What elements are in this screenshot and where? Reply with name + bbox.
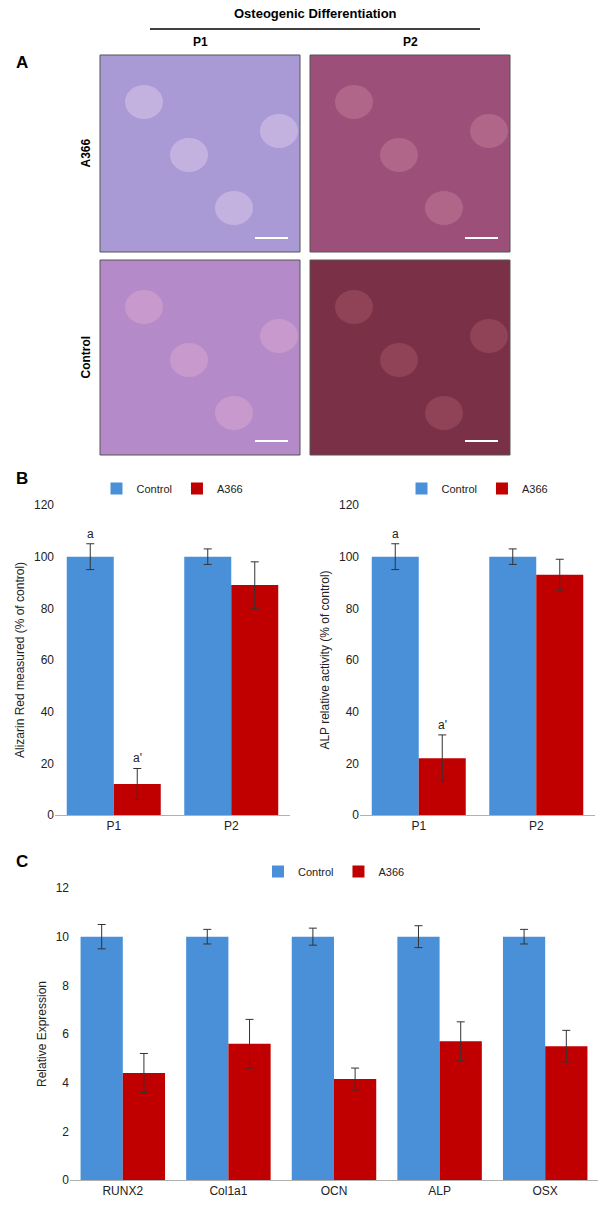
svg-text:P2: P2	[529, 819, 544, 833]
svg-text:Osteogenic Differentiation: Osteogenic Differentiation	[234, 6, 397, 21]
svg-text:20: 20	[41, 757, 55, 771]
svg-text:2: 2	[62, 1125, 69, 1139]
svg-text:40: 40	[41, 705, 55, 719]
svg-text:0: 0	[352, 808, 359, 822]
svg-text:Control: Control	[442, 483, 477, 495]
svg-text:Control: Control	[79, 336, 93, 379]
svg-text:Col1a1: Col1a1	[209, 1184, 247, 1198]
svg-text:12: 12	[56, 881, 70, 895]
svg-text:Control: Control	[298, 866, 333, 878]
svg-text:B: B	[16, 469, 28, 488]
svg-text:8: 8	[62, 979, 69, 993]
svg-text:A: A	[16, 53, 28, 72]
svg-text:RUNX2: RUNX2	[102, 1184, 143, 1198]
svg-text:C: C	[16, 852, 28, 871]
svg-text:OSX: OSX	[533, 1184, 558, 1198]
svg-text:Alizarin Red measured (% of co: Alizarin Red measured (% of control)	[13, 562, 27, 758]
svg-text:80: 80	[346, 602, 360, 616]
svg-text:OCN: OCN	[321, 1184, 348, 1198]
svg-text:0: 0	[47, 808, 54, 822]
svg-text:80: 80	[41, 602, 55, 616]
svg-text:ALP relative activity (% of co: ALP relative activity (% of control)	[318, 570, 332, 749]
svg-text:Control: Control	[137, 483, 172, 495]
svg-text:Relative Expression: Relative Expression	[35, 981, 49, 1087]
svg-text:P2: P2	[403, 35, 418, 49]
svg-text:40: 40	[346, 705, 360, 719]
svg-text:100: 100	[339, 550, 359, 564]
svg-text:P1: P1	[106, 819, 121, 833]
svg-text:A366: A366	[79, 138, 93, 167]
svg-text:a': a'	[438, 718, 447, 732]
svg-text:P1: P1	[193, 35, 208, 49]
svg-text:100: 100	[34, 550, 54, 564]
svg-text:a': a'	[133, 751, 142, 765]
svg-text:4: 4	[62, 1076, 69, 1090]
svg-text:A366: A366	[217, 483, 243, 495]
svg-text:P1: P1	[411, 819, 426, 833]
svg-text:ALP: ALP	[428, 1184, 451, 1198]
svg-text:10: 10	[56, 930, 70, 944]
svg-text:A366: A366	[378, 866, 404, 878]
svg-text:20: 20	[346, 757, 360, 771]
svg-text:120: 120	[339, 498, 359, 512]
svg-text:60: 60	[41, 653, 55, 667]
svg-text:60: 60	[346, 653, 360, 667]
svg-text:A366: A366	[522, 483, 548, 495]
svg-text:a: a	[87, 527, 94, 541]
svg-text:a: a	[392, 527, 399, 541]
svg-text:120: 120	[34, 498, 54, 512]
svg-text:0: 0	[62, 1173, 69, 1187]
svg-text:P2: P2	[224, 819, 239, 833]
svg-text:6: 6	[62, 1027, 69, 1041]
